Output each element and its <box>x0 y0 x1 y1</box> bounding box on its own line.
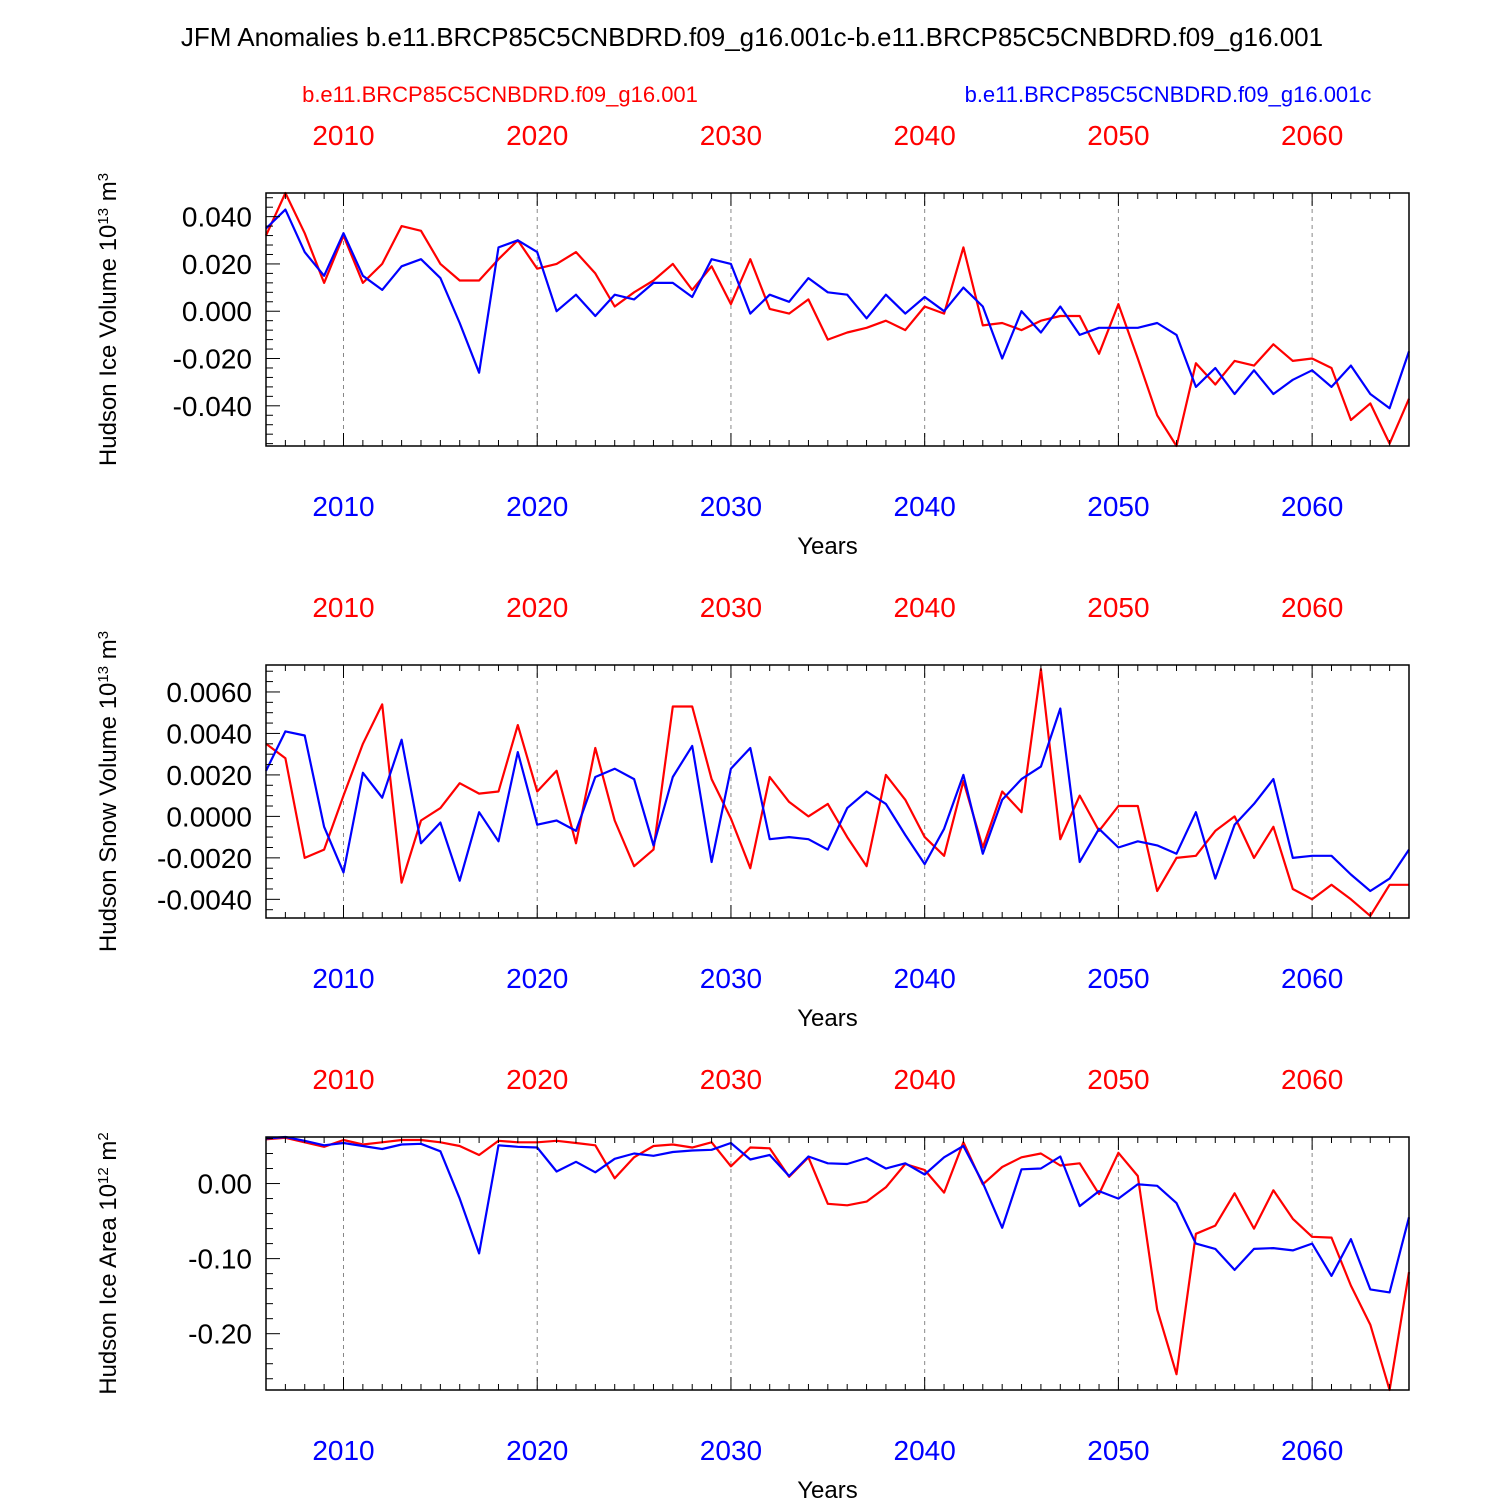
series-line-red <box>264 191 1411 448</box>
x-tick-label-bottom: 2020 <box>506 963 568 994</box>
y-axis-label-superscript: 12 <box>95 1167 112 1184</box>
y-axis-label-superscript: 13 <box>95 208 112 225</box>
y-tick-label: -0.10 <box>188 1244 252 1275</box>
x-tick-label-bottom: 2030 <box>700 491 762 522</box>
y-axis-label-part: Hudson Snow Volume 10 <box>95 683 122 953</box>
y-tick-label: -0.20 <box>188 1319 252 1350</box>
y-axis-label-part: m <box>95 639 122 666</box>
x-tick-label-bottom: 2050 <box>1087 1435 1149 1466</box>
x-tick-label-top: 2030 <box>700 592 762 623</box>
x-tick-label-top: 2030 <box>700 120 762 151</box>
y-tick-label: -0.0020 <box>157 843 252 874</box>
series-line-blue <box>265 1135 1411 1294</box>
x-tick-label-top: 2060 <box>1281 120 1343 151</box>
snow-volume-panel: 0.0060 0.0040 0.0020 0.0000 -0.0020 -0.0040 20… <box>95 592 1410 1032</box>
figure-title: JFM Anomalies b.e11.BRCP85C5CNBDRD.f09_g… <box>181 22 1323 52</box>
x-tick-label-top: 2030 <box>700 1064 762 1095</box>
y-tick-label: 0.0000 <box>166 801 252 832</box>
x-tick-label-bottom: 2040 <box>894 1435 956 1466</box>
series-line-blue <box>265 208 1411 410</box>
x-tick-label-top: 2050 <box>1087 1064 1149 1095</box>
x-tick-label-bottom: 2030 <box>700 1435 762 1466</box>
y-axis-label-part: m <box>95 181 122 208</box>
y-axis-label-part: Hudson Ice Volume 10 <box>95 225 122 467</box>
x-tick-label-bottom: 2030 <box>700 963 762 994</box>
series-line-red <box>265 667 1409 918</box>
x-tick-label-top: 2040 <box>894 120 956 151</box>
y-axis-label-part: m <box>95 1141 122 1168</box>
y-axis-label-superscript: 2 <box>95 1132 112 1140</box>
y-axis-label: Hudson Ice Volume 1013 m3 <box>95 173 123 466</box>
y-axis-label-superscript: 3 <box>95 173 112 181</box>
x-axis-label: Years <box>797 533 858 560</box>
x-tick-label-top: 2060 <box>1281 592 1343 623</box>
y-axis-label: Hudson Ice Area 1012 m2 <box>95 1132 123 1395</box>
x-tick-label-bottom: 2040 <box>894 963 956 994</box>
x-tick-label-top: 2010 <box>312 592 374 623</box>
x-tick-label-bottom: 2020 <box>506 491 568 522</box>
x-axis-label: Years <box>797 1005 858 1032</box>
x-tick-label-top: 2020 <box>506 592 568 623</box>
y-axis-label: Hudson Snow Volume 1013 m3 <box>95 631 123 952</box>
y-tick-label: -0.040 <box>173 391 252 422</box>
y-tick-label: 0.000 <box>182 296 252 327</box>
x-tick-label-bottom: 2050 <box>1087 963 1149 994</box>
x-tick-label-top: 2050 <box>1087 592 1149 623</box>
x-tick-label-bottom: 2060 <box>1281 963 1343 994</box>
y-tick-label: 0.00 <box>198 1169 253 1200</box>
x-tick-label-bottom: 2010 <box>312 963 374 994</box>
y-axis-label-part: Hudson Ice Area 10 <box>95 1184 122 1395</box>
x-tick-label-bottom: 2010 <box>312 1435 374 1466</box>
plot-frame <box>265 192 1410 447</box>
x-tick-label-bottom: 2060 <box>1281 1435 1343 1466</box>
x-tick-label-top: 2040 <box>894 1064 956 1095</box>
y-tick-label: 0.0060 <box>166 677 252 708</box>
ice-volume-panel: 0.040 0.020 0.000 -0.020 -0.040 2010 2010 2020 2… <box>95 120 1411 560</box>
ice-area-panel: 0.00 -0.10 -0.20 2010 2010 2020 2020 2030 2030 20… <box>95 1064 1411 1500</box>
legend-blue-label: b.e11.BRCP85C5CNBDRD.f09_g16.001c <box>965 82 1372 107</box>
series-line-red <box>265 1136 1411 1392</box>
y-tick-label: 0.040 <box>182 202 252 233</box>
y-tick-label: 0.0020 <box>166 760 252 791</box>
x-tick-label-bottom: 2020 <box>506 1435 568 1466</box>
series-line-blue <box>265 707 1410 893</box>
x-tick-label-bottom: 2060 <box>1281 491 1343 522</box>
y-tick-label: -0.0040 <box>157 884 252 915</box>
y-tick-label: -0.020 <box>173 344 252 375</box>
y-axis-label-superscript: 13 <box>95 666 112 683</box>
legend-red-label: b.e11.BRCP85C5CNBDRD.f09_g16.001 <box>302 82 698 107</box>
x-tick-label-top: 2060 <box>1281 1064 1343 1095</box>
plot-frame <box>265 664 1410 919</box>
plot-frame <box>265 1136 1410 1391</box>
y-tick-label: 0.0040 <box>166 718 252 749</box>
y-tick-label: 0.020 <box>182 249 252 280</box>
x-tick-label-top: 2050 <box>1087 120 1149 151</box>
x-tick-label-bottom: 2010 <box>312 491 374 522</box>
x-tick-label-top: 2020 <box>506 1064 568 1095</box>
x-tick-label-top: 2020 <box>506 120 568 151</box>
x-tick-label-bottom: 2050 <box>1087 491 1149 522</box>
x-tick-label-top: 2010 <box>312 1064 374 1095</box>
x-axis-label: Years <box>797 1477 858 1500</box>
x-tick-label-bottom: 2040 <box>894 491 956 522</box>
x-tick-label-top: 2010 <box>312 120 374 151</box>
y-axis-label-superscript: 3 <box>95 631 112 639</box>
x-tick-label-top: 2040 <box>894 592 956 623</box>
